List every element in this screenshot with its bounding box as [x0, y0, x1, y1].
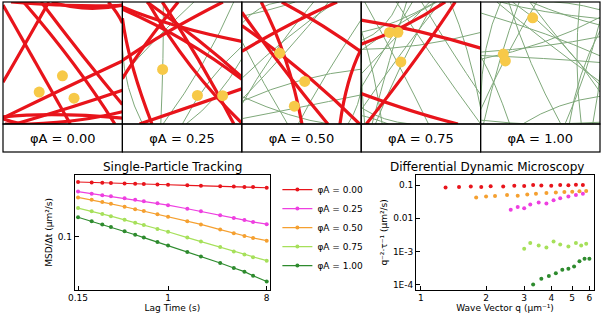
svg-text:φA = 0.50: φA = 0.50: [317, 223, 363, 233]
svg-text:Single-Particle Tracking: Single-Particle Tracking: [103, 160, 242, 174]
svg-text:φA = 1.00: φA = 1.00: [508, 131, 574, 146]
svg-text:1E-4: 1E-4: [393, 280, 414, 290]
svg-text:4: 4: [548, 293, 554, 303]
svg-text:q⁻²·τ⁻¹ (μm²/s): q⁻²·τ⁻¹ (μm²/s): [379, 199, 389, 265]
svg-text:8: 8: [264, 293, 270, 303]
svg-text:φA = 0.25: φA = 0.25: [317, 204, 362, 214]
svg-text:φA = 0.00: φA = 0.00: [30, 131, 96, 146]
svg-text:MSD/Δt (μm²/s): MSD/Δt (μm²/s): [44, 198, 54, 267]
svg-text:Differential Dynamic Microscop: Differential Dynamic Microscopy: [390, 160, 584, 174]
svg-text:0.15: 0.15: [68, 293, 88, 303]
svg-text:φA = 0.75: φA = 0.75: [388, 131, 454, 146]
svg-text:Wave Vector q (μm⁻¹): Wave Vector q (μm⁻¹): [456, 303, 554, 313]
svg-text:0.1: 0.1: [399, 180, 413, 190]
svg-text:2: 2: [483, 293, 489, 303]
svg-text:φA = 0.50: φA = 0.50: [269, 131, 335, 146]
svg-text:φA = 0.75: φA = 0.75: [317, 242, 362, 252]
svg-text:0.01: 0.01: [393, 213, 413, 223]
svg-text:φA = 0.25: φA = 0.25: [149, 131, 215, 146]
svg-text:Lag Time (s): Lag Time (s): [145, 303, 201, 313]
svg-text:5: 5: [569, 293, 575, 303]
svg-text:φA = 1.00: φA = 1.00: [317, 261, 363, 271]
svg-text:6: 6: [587, 293, 593, 303]
svg-text:φA = 0.00: φA = 0.00: [317, 185, 363, 195]
svg-text:3: 3: [521, 293, 527, 303]
svg-text:1: 1: [165, 293, 171, 303]
svg-text:1: 1: [418, 293, 424, 303]
svg-text:1E-3: 1E-3: [393, 247, 413, 257]
svg-text:0.1: 0.1: [58, 232, 72, 242]
